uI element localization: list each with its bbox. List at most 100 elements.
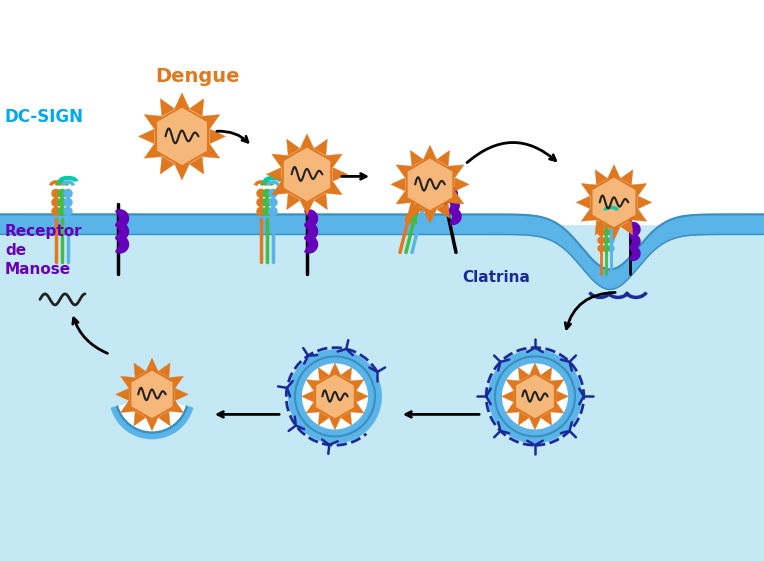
Circle shape (598, 245, 604, 251)
Circle shape (608, 229, 614, 236)
Polygon shape (396, 165, 412, 178)
Polygon shape (169, 376, 183, 388)
Polygon shape (134, 411, 146, 426)
Polygon shape (581, 183, 597, 196)
Circle shape (64, 199, 72, 206)
Circle shape (603, 229, 609, 236)
Polygon shape (325, 181, 342, 195)
Polygon shape (272, 154, 288, 168)
Polygon shape (329, 363, 341, 375)
Polygon shape (423, 145, 437, 160)
Wedge shape (447, 186, 458, 203)
Polygon shape (448, 191, 464, 204)
Polygon shape (160, 99, 175, 116)
Polygon shape (638, 196, 652, 209)
Circle shape (263, 199, 271, 206)
Polygon shape (351, 380, 364, 391)
Polygon shape (591, 176, 636, 228)
Polygon shape (306, 380, 319, 391)
Polygon shape (502, 391, 514, 402)
Polygon shape (332, 168, 348, 181)
Wedge shape (305, 236, 318, 253)
Circle shape (52, 190, 60, 197)
Circle shape (413, 213, 419, 220)
Polygon shape (209, 129, 225, 144)
Polygon shape (423, 209, 437, 223)
Wedge shape (305, 210, 318, 227)
Polygon shape (541, 412, 552, 425)
Polygon shape (595, 220, 607, 235)
Text: Receptor
de
Manose: Receptor de Manose (5, 224, 83, 277)
Polygon shape (518, 412, 529, 425)
Circle shape (603, 245, 609, 251)
Polygon shape (607, 165, 620, 178)
Polygon shape (202, 114, 220, 129)
Polygon shape (286, 139, 300, 155)
Wedge shape (630, 246, 640, 260)
Circle shape (52, 199, 60, 206)
Polygon shape (341, 367, 351, 381)
Circle shape (269, 208, 277, 215)
Polygon shape (595, 170, 607, 185)
Circle shape (412, 215, 419, 222)
Circle shape (299, 361, 371, 431)
Circle shape (603, 237, 609, 243)
Polygon shape (410, 150, 423, 166)
Polygon shape (144, 114, 162, 129)
Polygon shape (391, 178, 405, 191)
Wedge shape (448, 197, 459, 213)
Polygon shape (437, 150, 449, 166)
Circle shape (257, 208, 265, 215)
Polygon shape (116, 388, 129, 401)
Polygon shape (121, 376, 135, 388)
Polygon shape (581, 209, 597, 221)
Polygon shape (506, 380, 520, 391)
Polygon shape (300, 134, 314, 149)
Polygon shape (286, 193, 300, 210)
Polygon shape (146, 358, 158, 371)
Polygon shape (529, 363, 541, 375)
Polygon shape (406, 158, 453, 211)
Circle shape (52, 208, 60, 215)
Text: Dengue: Dengue (155, 67, 239, 86)
Polygon shape (314, 139, 327, 155)
Polygon shape (144, 144, 162, 158)
Polygon shape (302, 391, 314, 402)
Circle shape (406, 213, 413, 220)
Polygon shape (518, 367, 529, 381)
Circle shape (598, 237, 604, 243)
Polygon shape (146, 417, 158, 431)
Circle shape (257, 190, 265, 197)
Polygon shape (189, 99, 204, 116)
Polygon shape (175, 164, 189, 180)
Wedge shape (116, 210, 128, 227)
Polygon shape (607, 226, 620, 240)
Wedge shape (450, 208, 461, 224)
Circle shape (263, 208, 271, 215)
Polygon shape (550, 402, 564, 413)
Wedge shape (630, 234, 640, 249)
Bar (0, 224, 764, 561)
Polygon shape (410, 203, 423, 218)
Polygon shape (283, 146, 332, 203)
Polygon shape (315, 374, 355, 420)
Polygon shape (506, 402, 520, 413)
Circle shape (598, 229, 604, 236)
Polygon shape (138, 129, 154, 144)
Polygon shape (396, 191, 412, 204)
Polygon shape (300, 200, 314, 215)
Polygon shape (158, 363, 170, 378)
Polygon shape (314, 193, 327, 210)
Polygon shape (341, 412, 351, 425)
Polygon shape (267, 168, 281, 181)
Polygon shape (121, 401, 135, 412)
Circle shape (608, 245, 614, 251)
Polygon shape (175, 388, 188, 401)
Bar (0, 0, 764, 224)
Circle shape (58, 208, 66, 215)
Polygon shape (576, 196, 590, 209)
Polygon shape (175, 93, 189, 109)
Polygon shape (319, 367, 329, 381)
Polygon shape (306, 402, 319, 413)
Circle shape (269, 199, 277, 206)
